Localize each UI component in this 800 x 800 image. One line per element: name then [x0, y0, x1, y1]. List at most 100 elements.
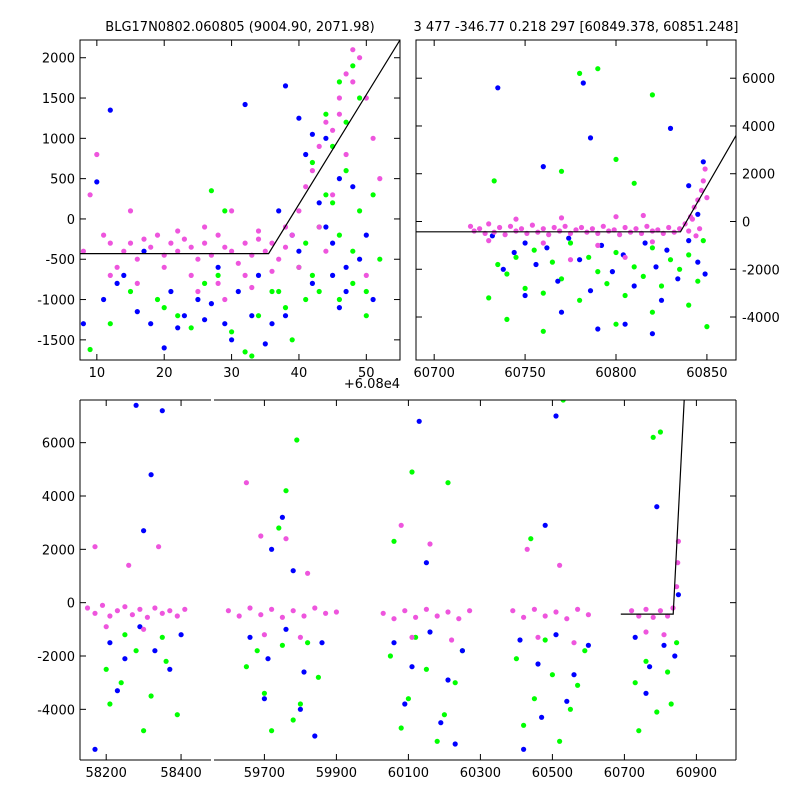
data-point-zoom-s0-13 [282, 305, 289, 311]
data-point-season-s1-25 [649, 331, 656, 337]
data-point-zoom-s0-11 [255, 313, 262, 319]
data-point-full-s2-52 [542, 613, 548, 619]
data-point-full-s1-25 [427, 629, 433, 635]
data-point-zoom-s2-24 [242, 240, 248, 246]
data-point-zoom-s0-6 [188, 325, 194, 331]
data-point-full-s2-31 [258, 533, 264, 539]
data-point-season-s1-16 [664, 247, 670, 253]
data-point-season-s2-48 [697, 226, 703, 232]
data-point-season-s1-28 [695, 211, 701, 217]
panel-zoom: 10 20 30 40 50 -1500 -1000 -500 0 500 1000 1500 2000… [37, 20, 401, 392]
data-point-zoom-s2-22 [229, 248, 235, 254]
data-point-full-s2-15 [126, 562, 132, 568]
data-point-full-s2-47 [409, 634, 415, 640]
x-tick-label-season-60850: 60850 [686, 366, 727, 381]
data-point-zoom-s2-3 [101, 232, 107, 238]
data-point-full-s2-5 [122, 604, 128, 610]
data-point-zoom-s2-6 [121, 248, 127, 254]
data-point-full-s0-4 [163, 658, 169, 664]
data-point-full-s2-14 [92, 544, 98, 550]
data-point-zoom-s2-26 [255, 236, 262, 242]
data-point-season-s0-22 [686, 252, 692, 258]
model-line-full [620, 400, 685, 615]
data-point-full-s1-7 [133, 402, 139, 408]
data-point-season-s0-27 [558, 168, 565, 174]
data-point-full-s0-10 [243, 664, 249, 670]
data-point-full-s2-64 [650, 614, 656, 620]
data-point-season-s0-7 [549, 259, 556, 265]
data-point-zoom-s2-43 [370, 135, 376, 141]
data-point-full-s2-46 [427, 541, 433, 547]
data-point-zoom-s2-16 [188, 244, 194, 250]
data-point-zoom-s2-36 [323, 119, 329, 125]
data-point-zoom-s0-35 [336, 296, 342, 303]
data-point-zoom-s0-43 [303, 296, 309, 303]
data-point-full-s1-8 [159, 408, 165, 414]
axes-frame-season [415, 39, 737, 361]
data-point-full-s1-44 [647, 664, 653, 670]
data-point-season-s0-21 [677, 266, 683, 272]
ticks-season: 60700 60750 60800 60850 -4000 -2000 0 2000 4000 6… [414, 40, 780, 381]
data-point-zoom-s0-21 [343, 168, 349, 174]
x-tick-label-full-60500: 60500 [532, 766, 573, 781]
data-point-zoom-s1-3 [107, 107, 113, 113]
data-point-zoom-s2-54 [215, 280, 221, 286]
data-point-full-s1-23 [391, 640, 397, 646]
data-point-season-s2-12 [529, 222, 536, 228]
data-point-full-s2-22 [258, 612, 264, 618]
y-tick-label-season-2000: 2000 [742, 168, 775, 183]
data-point-zoom-s0-8 [215, 272, 221, 278]
data-point-season-s2-27 [611, 227, 617, 233]
data-point-full-s2-48 [449, 637, 455, 643]
data-point-season-s0-23 [695, 278, 701, 284]
data-point-season-s2-35 [655, 227, 661, 233]
data-point-season-s1-7 [566, 235, 572, 241]
data-point-full-s1-48 [654, 504, 660, 510]
data-point-zoom-s2-30 [282, 244, 289, 250]
data-point-full-s0-19 [283, 488, 289, 494]
data-point-full-s1-46 [672, 653, 678, 659]
x-tick-label-full-58400: 58400 [160, 766, 201, 781]
data-point-zoom-s2-31 [289, 232, 295, 238]
data-point-full-s2-13 [182, 606, 188, 612]
data-point-zoom-s2-35 [316, 143, 322, 149]
data-point-full-s2-57 [524, 546, 530, 552]
data-point-season-s2-18 [562, 223, 568, 229]
data-point-season-s1-15 [653, 264, 659, 270]
data-point-full-s2-29 [333, 609, 339, 615]
data-point-full-s0-42 [575, 682, 581, 688]
data-point-zoom-s1-22 [296, 248, 302, 254]
data-point-zoom-s1-19 [276, 208, 282, 214]
data-point-zoom-s1-32 [363, 232, 369, 238]
data-point-zoom-s1-33 [370, 296, 376, 303]
data-point-full-s1-33 [517, 637, 523, 643]
data-point-full-s0-13 [297, 701, 303, 707]
data-point-full-s0-28 [434, 738, 440, 744]
x-tick-label-full-59700: 59700 [244, 766, 285, 781]
data-point-full-s2-61 [629, 608, 635, 614]
data-point-full-s1-13 [265, 656, 271, 662]
data-point-full-s2-12 [174, 613, 180, 619]
data-point-zoom-s1-30 [350, 184, 356, 190]
data-point-zoom-s2-65 [249, 284, 255, 291]
data-point-zoom-s0-5 [175, 313, 181, 319]
data-point-full-s0-49 [674, 640, 680, 646]
data-point-season-s1-27 [522, 292, 528, 299]
y-tick-label-full-6000: 6000 [42, 437, 75, 452]
data-point-full-s1-27 [459, 648, 465, 654]
chart-title-season: 3 477 -346.77 0.218 297 [60849.378, 6085… [414, 20, 739, 35]
data-point-full-s2-62 [636, 613, 642, 619]
data-point-full-s0-36 [549, 672, 556, 678]
data-point-season-s0-34 [686, 302, 692, 308]
data-point-full-s0-32 [445, 480, 451, 486]
data-point-full-s1-41 [521, 746, 527, 752]
data-point-zoom-s1-20 [282, 83, 289, 89]
data-point-full-s2-9 [152, 605, 158, 611]
data-point-full-s1-35 [553, 632, 559, 638]
data-point-zoom-s2-14 [175, 248, 181, 254]
data-point-season-s0-9 [567, 240, 574, 246]
x-offset-label-zoom: +6.08e4 [344, 377, 400, 392]
data-point-season-s2-1 [471, 228, 477, 234]
data-point-full-s2-42 [445, 609, 451, 615]
data-point-full-s2-11 [167, 608, 173, 614]
